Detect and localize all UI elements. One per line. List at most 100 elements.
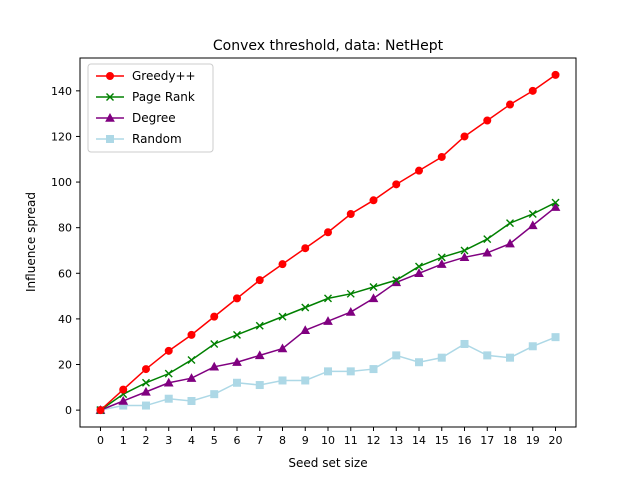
data-point-degree bbox=[209, 361, 220, 371]
y-tick-label: 100 bbox=[51, 176, 72, 189]
data-point-random bbox=[232, 378, 241, 387]
data-point-degree bbox=[414, 268, 424, 277]
data-point-page-rank bbox=[346, 289, 355, 298]
x-tick-label: 8 bbox=[279, 434, 286, 447]
legend-label: Random bbox=[132, 132, 182, 146]
x-tick-label: 13 bbox=[389, 434, 403, 447]
data-point-greedy bbox=[506, 100, 515, 109]
data-point-greedy bbox=[483, 116, 492, 125]
data-point-page-rank bbox=[483, 235, 492, 244]
data-point-greedy bbox=[119, 385, 128, 394]
data-point-page-rank bbox=[392, 276, 401, 285]
data-point-greedy bbox=[255, 276, 264, 285]
data-point-degree bbox=[232, 357, 242, 366]
data-point-page-rank bbox=[324, 294, 332, 303]
x-tick-label: 11 bbox=[344, 434, 358, 447]
data-point-page-rank bbox=[551, 198, 560, 207]
data-point-page-rank bbox=[164, 369, 173, 378]
data-point-random bbox=[551, 333, 560, 342]
data-point-degree bbox=[436, 259, 447, 268]
data-point-greedy bbox=[210, 312, 219, 321]
data-point-degree bbox=[550, 202, 561, 211]
data-point-random bbox=[392, 351, 401, 360]
data-point-random bbox=[255, 381, 264, 390]
legend-marker-page-rank bbox=[106, 93, 114, 101]
data-point-greedy bbox=[369, 196, 378, 205]
data-point-degree bbox=[254, 350, 265, 360]
legend-item-greedy: Greedy++ bbox=[96, 69, 196, 83]
data-point-random bbox=[528, 342, 537, 351]
data-point-degree bbox=[459, 252, 470, 262]
series-greedy bbox=[96, 70, 560, 415]
data-point-greedy bbox=[96, 406, 105, 415]
data-point-greedy bbox=[437, 152, 446, 161]
data-point-greedy bbox=[551, 70, 560, 79]
data-point-random bbox=[415, 358, 424, 367]
data-point-random bbox=[278, 376, 287, 385]
data-point-greedy bbox=[392, 180, 401, 189]
data-point-degree bbox=[345, 307, 356, 316]
x-tick-label: 15 bbox=[435, 434, 449, 447]
data-point-page-rank bbox=[369, 282, 378, 291]
data-point-random bbox=[346, 367, 355, 376]
data-point-page-rank bbox=[506, 219, 515, 228]
legend-item-page-rank: Page Rank bbox=[96, 90, 195, 104]
data-point-greedy bbox=[187, 330, 196, 339]
data-point-greedy bbox=[346, 209, 355, 218]
x-tick-label: 14 bbox=[412, 434, 426, 447]
axis-ticks: 0 1 2 3 4 5 6 7 8 9 10 11 12 13 14 15 16 17 18 19 2002040608… bbox=[51, 85, 563, 447]
series-random bbox=[96, 333, 560, 415]
x-tick-label: 9 bbox=[302, 434, 309, 447]
data-point-random bbox=[210, 390, 219, 399]
x-tick-label: 12 bbox=[367, 434, 381, 447]
legend-marker-degree bbox=[105, 112, 115, 122]
y-tick-label: 40 bbox=[58, 313, 72, 326]
data-point-greedy bbox=[141, 365, 150, 374]
x-tick-label: 19 bbox=[526, 434, 540, 447]
y-tick-label: 120 bbox=[51, 130, 72, 143]
x-tick-label: 4 bbox=[188, 434, 195, 447]
series-layer bbox=[95, 70, 561, 415]
data-point-greedy bbox=[460, 132, 469, 141]
x-tick-label: 17 bbox=[480, 434, 494, 447]
data-point-random bbox=[460, 339, 469, 348]
data-point-degree bbox=[527, 220, 538, 230]
y-tick-label: 20 bbox=[58, 359, 72, 372]
data-point-random bbox=[437, 353, 446, 362]
data-point-page-rank bbox=[278, 312, 287, 321]
data-point-page-rank bbox=[210, 339, 219, 348]
data-point-greedy bbox=[301, 244, 310, 253]
data-point-page-rank bbox=[141, 378, 150, 387]
legend-label: Greedy++ bbox=[132, 69, 196, 83]
data-point-random bbox=[369, 365, 378, 374]
data-point-random bbox=[324, 367, 332, 376]
x-tick-label: 5 bbox=[211, 434, 218, 447]
x-tick-label: 6 bbox=[233, 434, 240, 447]
x-tick-label: 3 bbox=[165, 434, 172, 447]
y-tick-label: 80 bbox=[58, 222, 72, 235]
data-point-greedy bbox=[164, 346, 173, 355]
data-point-degree bbox=[141, 386, 151, 396]
legend-marker-greedy bbox=[106, 72, 114, 80]
data-point-greedy bbox=[278, 260, 287, 269]
x-tick-label: 0 bbox=[97, 434, 104, 447]
data-point-greedy bbox=[324, 228, 332, 237]
data-point-degree bbox=[163, 377, 174, 387]
data-point-random bbox=[301, 376, 310, 385]
data-point-random bbox=[164, 394, 173, 403]
x-tick-label: 2 bbox=[142, 434, 149, 447]
data-point-random bbox=[506, 353, 515, 362]
x-tick-label: 18 bbox=[503, 434, 517, 447]
legend: Greedy++ Page Rank Degree Random bbox=[87, 63, 214, 153]
data-point-greedy bbox=[528, 86, 537, 95]
legend-item-degree: Degree bbox=[96, 111, 176, 125]
data-point-page-rank bbox=[187, 355, 196, 364]
data-point-random bbox=[141, 401, 150, 410]
y-tick-label: 60 bbox=[58, 267, 72, 280]
data-point-degree bbox=[368, 293, 379, 303]
data-point-degree bbox=[186, 373, 197, 382]
data-point-degree bbox=[505, 238, 515, 248]
data-point-greedy bbox=[232, 294, 241, 303]
data-point-page-rank bbox=[232, 330, 241, 339]
